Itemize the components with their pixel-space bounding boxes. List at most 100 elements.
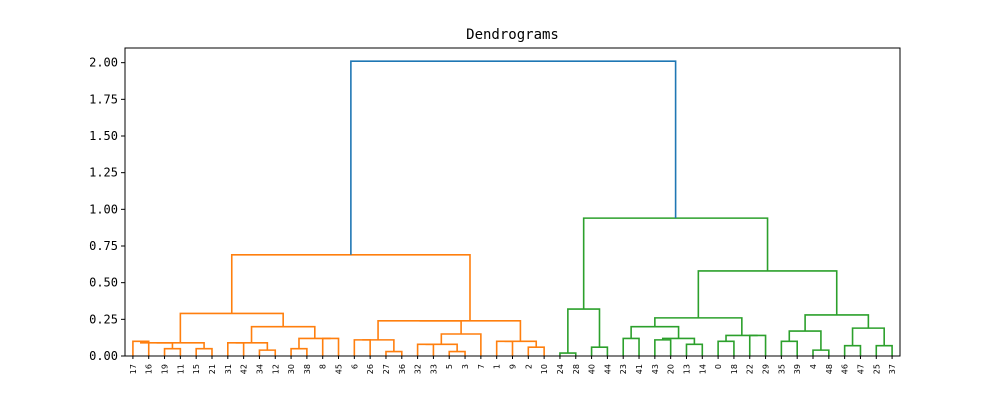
leaf-label: 7 (477, 364, 486, 369)
dendrogram-link (298, 337, 331, 349)
dendrogram-link (250, 325, 316, 343)
dendrogram-link (132, 340, 150, 356)
leaf-label: 28 (572, 364, 581, 374)
leaf-label: 42 (240, 364, 249, 374)
leaf-label: 33 (429, 364, 438, 374)
dendrogram-link (843, 344, 862, 356)
dendrogram-link (654, 339, 672, 356)
dendrogram-link (377, 320, 462, 340)
dendrogram-link (385, 350, 403, 356)
leaf-label: 45 (335, 364, 344, 374)
leaf-label: 25 (872, 364, 881, 374)
leaf-label: 17 (129, 364, 138, 374)
dendrogram-link (350, 60, 677, 255)
y-tick-label: 2.00 (89, 56, 118, 70)
leaf-label: 20 (667, 364, 676, 374)
dendrogram-link (654, 317, 743, 336)
y-tick-label: 1.00 (89, 202, 118, 216)
leaf-label: 21 (208, 364, 217, 374)
leaf-label: 35 (777, 364, 786, 374)
chart-title: Dendrograms (466, 27, 559, 43)
dendrogram-link (290, 347, 308, 356)
dendrogram-link (416, 343, 435, 356)
x-axis: 17 16 19 11 15 21 31 42 34 12 30 38 8 45 6 26 27 36 32 33 5 3… (129, 356, 897, 374)
dendrogram-link (419, 320, 522, 342)
dendrogram-link (353, 339, 371, 356)
leaf-label: 44 (603, 364, 612, 374)
y-tick-label: 0.50 (89, 276, 118, 290)
dendrogram-link (321, 337, 340, 356)
y-tick-label: 1.25 (89, 166, 118, 180)
dendrogram-link (582, 217, 769, 310)
dendrogram-link (495, 340, 514, 356)
dendrogram-link (875, 344, 893, 356)
leaf-label: 22 (746, 364, 755, 374)
leaf-label: 5 (445, 364, 454, 369)
leaf-label: 39 (793, 364, 802, 374)
dendrogram-link (504, 340, 538, 348)
dendrogram-link (725, 334, 758, 342)
dendrogram-link (590, 346, 609, 356)
leaf-label: 15 (192, 364, 201, 374)
leaf-label: 12 (271, 364, 280, 374)
dendrogram-link (559, 352, 577, 356)
leaf-label: 14 (698, 364, 707, 374)
leaf-label: 23 (619, 364, 628, 374)
leaf-label: 3 (461, 364, 470, 369)
dendrogram-link (230, 254, 471, 321)
leaf-label: 40 (588, 364, 597, 374)
leaf-label: 13 (682, 364, 691, 374)
leaf-label: 2 (524, 364, 533, 369)
leaf-label: 8 (319, 364, 328, 369)
leaf-label: 19 (161, 364, 170, 374)
leaf-label: 6 (350, 364, 359, 369)
leaf-label: 36 (398, 364, 407, 374)
dendrogram-link (622, 337, 640, 356)
leaf-label: 46 (841, 364, 850, 374)
leaf-label: 27 (382, 364, 391, 374)
leaf-label: 47 (856, 364, 865, 374)
dendrogram-link (685, 343, 704, 356)
leaf-label: 38 (303, 364, 312, 374)
leaf-label: 24 (556, 364, 565, 374)
dendrogram-link (179, 312, 284, 343)
dendrogram-link (235, 342, 269, 351)
dendrogram-link (140, 341, 174, 349)
dendrogram-links (132, 60, 893, 356)
plot-frame (124, 47, 901, 357)
dendrogram-link (748, 334, 767, 356)
leaf-label: 0 (714, 364, 723, 369)
dendrogram-link (156, 342, 205, 349)
leaf-label: 9 (509, 364, 518, 369)
leaf-label: 41 (635, 364, 644, 374)
leaf-label: 37 (888, 364, 897, 374)
leaf-label: 18 (730, 364, 739, 374)
dendrogram-link (630, 325, 680, 339)
dendrogram-link (780, 340, 798, 356)
leaf-label: 48 (825, 364, 834, 374)
dendrogram-link (227, 342, 245, 356)
y-tick-label: 0.25 (89, 312, 118, 326)
dendrogram-link (527, 346, 545, 356)
dendrogram-link (697, 270, 838, 318)
leaf-label: 32 (414, 364, 423, 374)
dendrogram-link (163, 347, 182, 356)
y-tick-label: 1.75 (89, 92, 118, 106)
y-tick-label: 0.75 (89, 239, 118, 253)
dendrogram-link (448, 350, 466, 356)
dendrogram-link (362, 339, 395, 352)
dendrogram-link (195, 347, 213, 356)
leaf-label: 1 (493, 364, 502, 369)
dendrogram-link (812, 349, 830, 356)
leaf-label: 11 (176, 364, 185, 374)
leaf-label: 34 (255, 364, 264, 374)
leaf-label: 10 (540, 364, 549, 374)
dendrogram-link (788, 330, 822, 351)
leaf-label: 43 (651, 364, 660, 374)
dendrogram-link (567, 308, 601, 354)
dendrogram-link (425, 343, 458, 352)
leaf-label: 30 (287, 364, 296, 374)
y-axis: 0.00 0.25 0.50 0.75 1.00 1.25 1.50 1.75 2.00 (89, 56, 125, 363)
